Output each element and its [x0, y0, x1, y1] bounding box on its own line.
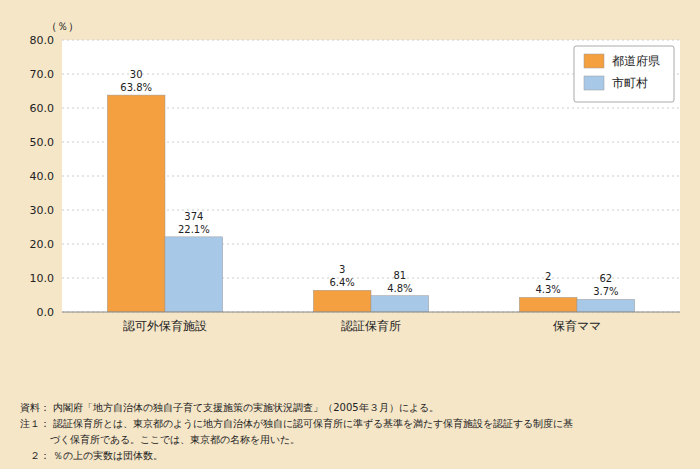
count-label: 3 — [339, 264, 345, 275]
y-tick-label: 50.0 — [30, 136, 55, 149]
legend-label: 都道府県 — [612, 54, 660, 68]
y-tick-label: 20.0 — [30, 238, 55, 251]
count-label: 30 — [130, 69, 143, 80]
bar — [165, 237, 223, 312]
legend-swatch — [584, 54, 604, 68]
value-label: 63.8% — [120, 82, 152, 93]
count-label: 81 — [393, 270, 406, 281]
count-label: 374 — [184, 211, 203, 222]
count-label: 62 — [599, 273, 612, 284]
data-labels: 63.8% 30 6.4% 3 4.3% 2 22.1% 374 4.8% 81 3.7% 62 — [120, 69, 618, 297]
y-tick-label: 30.0 — [30, 204, 55, 217]
bar — [313, 290, 371, 312]
grid-line — [62, 312, 680, 313]
y-tick-label: 40.0 — [30, 170, 55, 183]
bar — [107, 95, 165, 312]
x-tick-label: 認証保育所 — [341, 319, 401, 333]
background — [0, 0, 700, 469]
grid — [62, 40, 680, 312]
x-axis — [62, 312, 680, 313]
legend-box — [574, 46, 674, 102]
bar — [519, 297, 577, 312]
y-tick-label: 10.0 — [30, 272, 55, 285]
x-tick-label: 保育ママ — [553, 319, 601, 333]
footer-note: ２： ％の上の実数は団体数。 — [20, 450, 163, 461]
grid-line — [62, 40, 680, 41]
value-label: 3.7% — [593, 286, 618, 297]
y-tick-label: 60.0 — [30, 102, 55, 115]
y-tick-label: 70.0 — [30, 68, 55, 81]
value-label: 4.8% — [387, 283, 412, 294]
legend: 都道府県市町村 — [574, 46, 674, 102]
bar — [371, 296, 429, 312]
footer: 資料： 内閣府「地方自治体の独自子育て支援施策の実施状況調査」（2005年３月）… — [20, 402, 573, 461]
bar — [577, 299, 635, 312]
legend-label: 市町村 — [612, 76, 648, 90]
x-tick-label: 認可外保育施設 — [123, 319, 207, 333]
legend-swatch — [584, 76, 604, 90]
footer-note: 注１： 認証保育所とは、東京都のように地方自治体が独自に認可保育所に準ずる基準を… — [20, 418, 573, 430]
value-label: 4.3% — [535, 284, 560, 295]
plot-background — [62, 40, 680, 312]
footer-note: 資料： 内閣府「地方自治体の独自子育て支援施策の実施状況調査」（2005年３月）… — [20, 402, 439, 413]
value-label: 22.1% — [178, 224, 210, 235]
value-label: 6.4% — [329, 277, 354, 288]
y-axis-label: （％） — [46, 20, 79, 33]
y-tick-label: 80.0 — [30, 34, 55, 47]
footer-note: づく保育所である。ここでは、東京都の名称を用いた。 — [20, 434, 300, 445]
bars — [107, 95, 634, 312]
y-tick-label: 0.0 — [37, 306, 55, 319]
count-label: 2 — [545, 271, 551, 282]
chart: 0.0 10.0 20.0 30.0 40.0 50.0 60.0 70.0 80.0（％） 63… — [0, 0, 700, 469]
